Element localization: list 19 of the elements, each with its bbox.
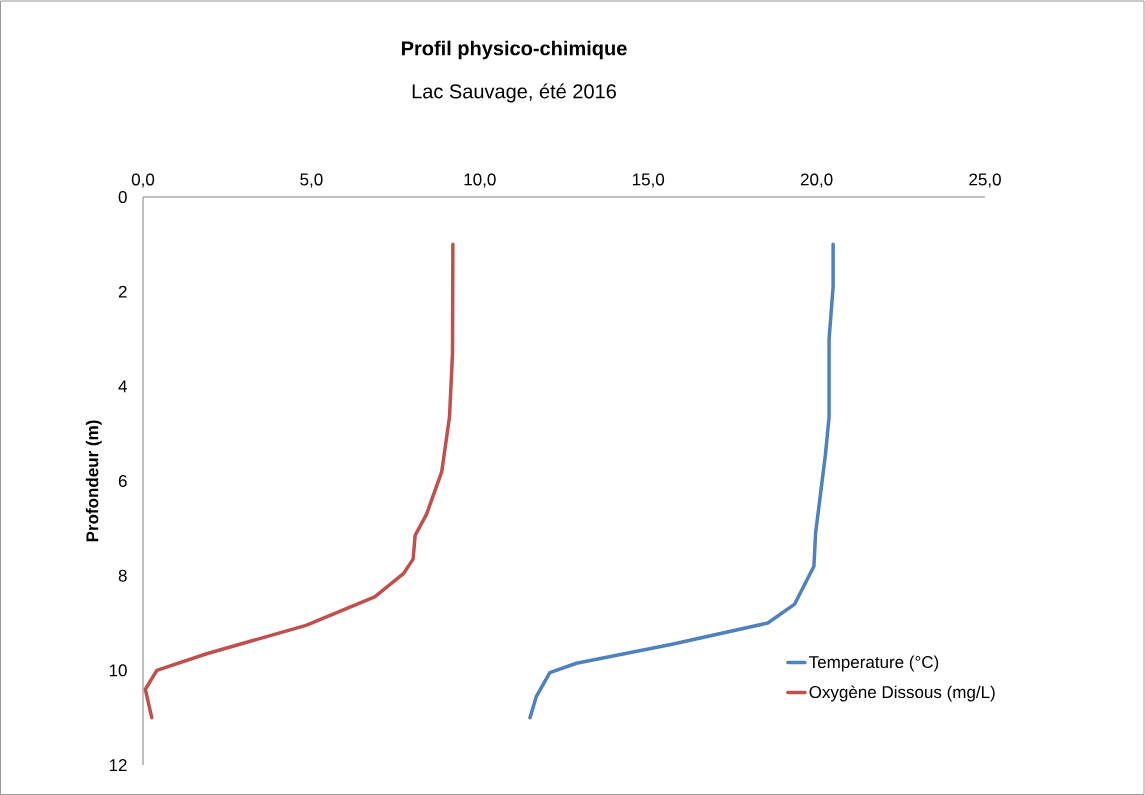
x-tick-label: 10,0 [464, 173, 496, 188]
legend-label: Temperature (°C) [809, 655, 939, 672]
y-tick-label: 12 [109, 759, 127, 771]
chart-subtitle: Lac Sauvage, été 2016 [412, 83, 616, 103]
x-tick-label: 5,0 [300, 173, 323, 188]
line-series [143, 242, 455, 720]
x-tick-label: 20,0 [800, 173, 833, 188]
y-tick-label: 6 [118, 474, 127, 488]
x-tick-label: 0,0 [131, 173, 155, 188]
y-tick-label: 10 [109, 664, 127, 677]
y-tick-label: 2 [118, 285, 127, 298]
chart-title: Profil physico-chimique [401, 40, 627, 60]
y-tick-label: 4 [118, 380, 127, 393]
legend-label: Oxygène Dissous (mg/L) [809, 685, 995, 702]
x-tick-label: 25,0 [969, 173, 1001, 188]
x-tick-label: 15,0 [632, 173, 665, 188]
y-tick-label: 0 [118, 190, 127, 204]
y-axis-title: Profondeur (m) [85, 420, 102, 542]
y-tick-label: 8 [118, 569, 127, 582]
